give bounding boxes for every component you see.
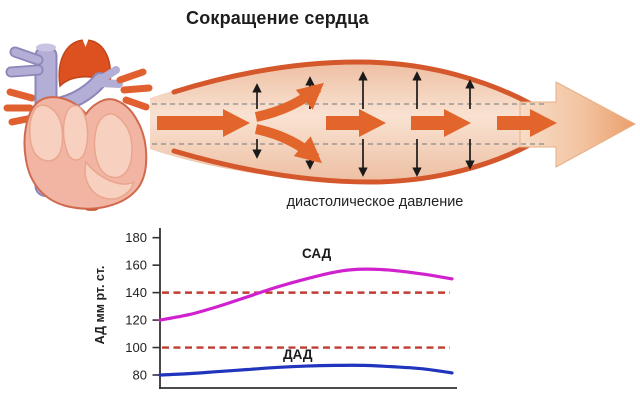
page-title: Сокращение сердца: [186, 8, 369, 28]
vessel-wall-top: [171, 59, 534, 107]
y-axis-title: АД мм рт. ст.: [93, 266, 107, 345]
series-line-ДАД: [158, 363, 454, 377]
outflow-arrow: [519, 81, 637, 168]
left-pulmonary-vessels: [116, 68, 153, 111]
series-line-САД: [158, 267, 454, 322]
vessel-wall-bottom: [171, 141, 534, 185]
y-tick-label: 120: [125, 313, 147, 328]
y-tick-label: 80: [133, 368, 147, 383]
blood-flow-arrows: [157, 109, 557, 137]
diastolic-pressure-caption: диастолическое давление: [286, 194, 464, 210]
y-tick-label: 180: [125, 230, 147, 245]
blood-flow-split-arrows: [254, 82, 324, 164]
bp-chart: АД мм рт. ст. 180 160 140 120 100 80: [93, 228, 457, 389]
y-tick-label: 140: [125, 285, 147, 300]
y-tick-label: 100: [125, 340, 147, 355]
y-tick-label: 160: [125, 258, 147, 273]
sad-series-label: САД: [302, 246, 332, 261]
heart-illustration: [3, 38, 153, 211]
heart-chambers: [29, 104, 136, 200]
diastolic-level-guides: [152, 103, 546, 145]
dad-series-label: ДАД: [283, 347, 313, 362]
vessel-diagram: [150, 59, 637, 185]
